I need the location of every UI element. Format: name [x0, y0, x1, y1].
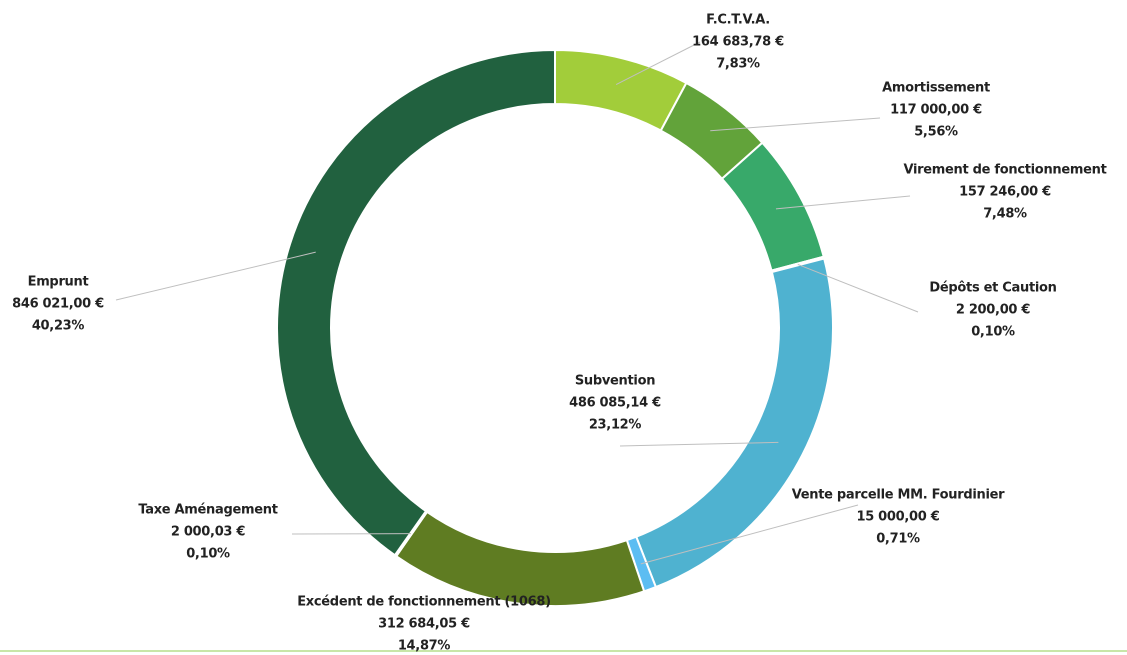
- data-label-percent: 40,23%: [32, 319, 85, 334]
- data-label-value: 312 684,05 €: [378, 617, 470, 632]
- data-label-percent: 0,71%: [876, 532, 920, 547]
- donut-slice: [394, 510, 646, 607]
- data-label-percent: 0,10%: [186, 547, 230, 562]
- data-label-percent: 7,83%: [716, 57, 760, 72]
- data-label-value: 2 000,03 €: [171, 525, 246, 540]
- data-label-value: 164 683,78 €: [692, 35, 784, 50]
- data-label-name: Emprunt: [28, 275, 89, 290]
- leader-line: [775, 195, 911, 210]
- data-label-value: 15 000,00 €: [856, 510, 939, 525]
- data-label-value: 117 000,00 €: [890, 103, 982, 118]
- data-label-name: Dépôts et Caution: [929, 281, 1056, 296]
- leader-line: [615, 41, 701, 86]
- data-label-name: Virement de fonctionnement: [903, 163, 1106, 178]
- data-label-name: Amortissement: [882, 81, 990, 96]
- data-label-name: Vente parcelle MM. Fourdinier: [792, 488, 1005, 503]
- data-label-name: Taxe Aménagement: [138, 503, 277, 518]
- data-label-value: 157 246,00 €: [959, 185, 1051, 200]
- leader-line: [619, 441, 779, 447]
- data-label-name: F.C.T.V.A.: [706, 13, 770, 28]
- data-label-value: 846 021,00 €: [12, 297, 104, 312]
- data-label-percent: 14,87%: [398, 639, 451, 654]
- leader-line: [640, 504, 859, 565]
- data-label-percent: 23,12%: [589, 418, 642, 433]
- data-label-value: 486 085,14 €: [569, 396, 661, 411]
- data-label-name: Subvention: [575, 374, 655, 389]
- donut-slice: [634, 257, 834, 589]
- data-label-percent: 5,56%: [914, 125, 958, 140]
- leader-line: [115, 251, 316, 301]
- donut-slice: [276, 48, 556, 557]
- data-label-percent: 7,48%: [983, 207, 1027, 222]
- data-label-percent: 0,10%: [971, 325, 1015, 340]
- data-label-name: Excédent de fonctionnement (1068): [297, 595, 551, 610]
- data-label-value: 2 200,00 €: [956, 303, 1031, 318]
- leader-line: [710, 117, 881, 132]
- leader-line: [797, 263, 919, 313]
